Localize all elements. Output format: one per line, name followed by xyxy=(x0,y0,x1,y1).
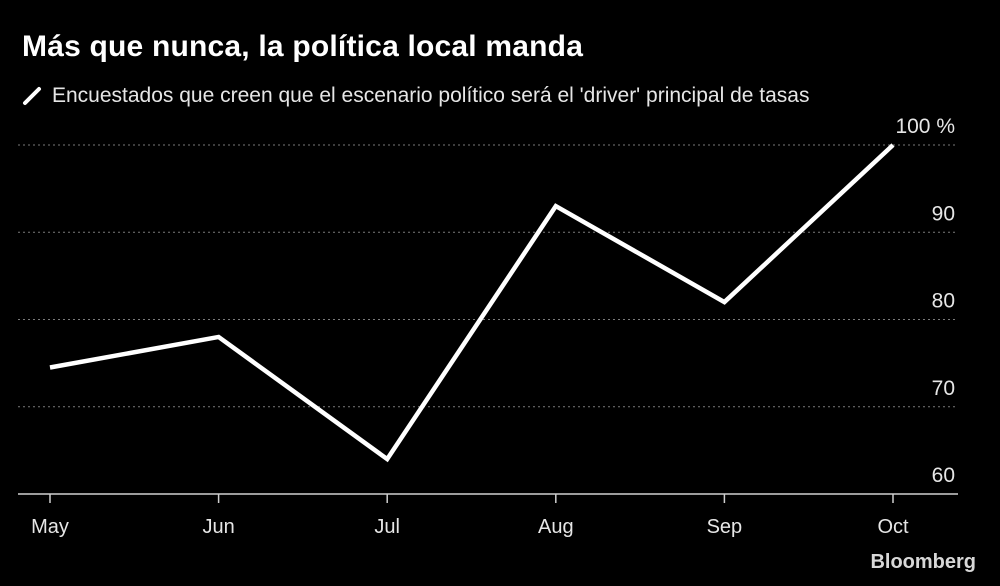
x-tick-label-sep: Sep xyxy=(707,516,743,538)
series-line-0 xyxy=(49,143,895,463)
chart-title: Más que nunca, la política local manda xyxy=(22,30,584,63)
source-logo: Bloomberg xyxy=(870,551,976,573)
legend: Encuestados que creen que el escenario p… xyxy=(22,84,809,108)
x-tick-label-jul: Jul xyxy=(374,516,400,538)
y-tick-label-90: 90 xyxy=(932,202,955,225)
x-tick-label-may: May xyxy=(31,516,69,538)
x-tick-label-jun: Jun xyxy=(202,516,234,538)
x-tick-label-oct: Oct xyxy=(877,516,909,538)
legend-line-icon xyxy=(23,87,41,105)
legend-label: Encuestados que creen que el escenario p… xyxy=(52,84,810,107)
y-tick-label-80: 80 xyxy=(932,290,955,313)
x-tick-label-aug: Aug xyxy=(538,516,574,538)
y-tick-label-60: 60 xyxy=(932,464,955,487)
y-tick-label-100: 100 % xyxy=(895,115,955,138)
y-tick-label-70: 70 xyxy=(932,377,955,400)
